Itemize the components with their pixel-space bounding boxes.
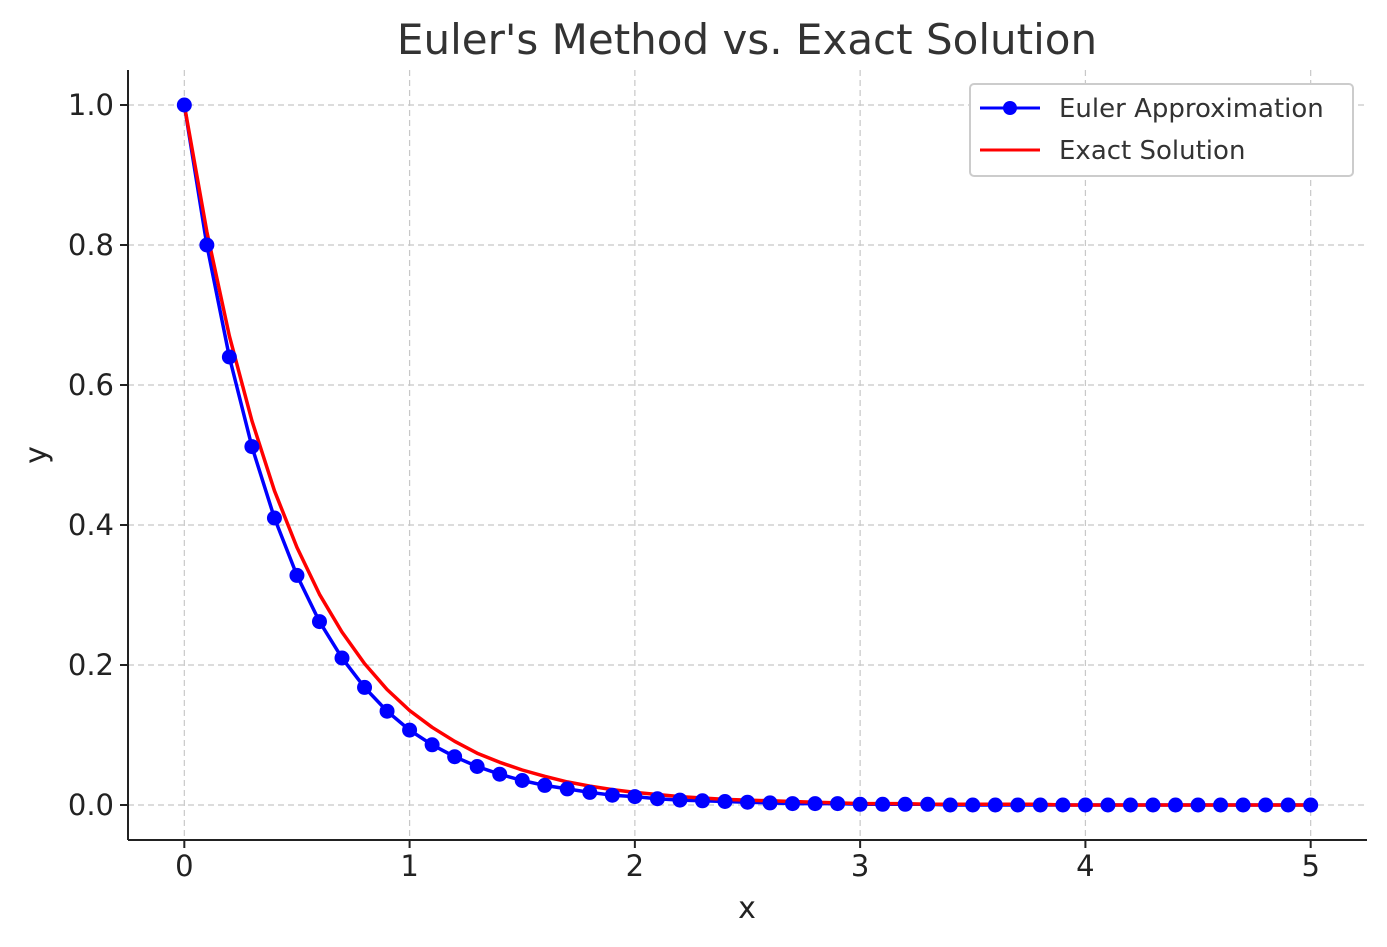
euler-point [740, 794, 755, 810]
series-line-exact [182, 104, 1311, 807]
euler-point [1168, 797, 1184, 813]
euler-point [875, 796, 891, 812]
euler-point [785, 796, 801, 812]
y-tick-label: 0.8 [68, 228, 114, 262]
axes [127, 70, 1367, 841]
euler-point [604, 787, 620, 803]
legend-frame [969, 83, 1354, 177]
x-tick-label: 1 [400, 849, 418, 883]
euler-point [1190, 797, 1206, 813]
euler-point [1010, 797, 1026, 813]
euler-point [1055, 797, 1071, 813]
euler-point [694, 793, 710, 809]
euler-point [176, 97, 192, 113]
euler-point [1235, 797, 1251, 813]
euler-point [266, 510, 282, 526]
euler-point [289, 567, 305, 583]
x-ticks: 0 1 2 3 4 5 [175, 840, 1320, 883]
euler-point [852, 796, 868, 812]
euler-point [537, 777, 553, 793]
euler-point [1145, 797, 1161, 813]
euler-point [897, 796, 913, 812]
euler-point [762, 795, 778, 811]
legend-marker-euler [1003, 101, 1017, 115]
x-tick-label: 2 [626, 849, 644, 883]
euler-point [199, 237, 215, 253]
y-tick-label: 0.0 [68, 788, 114, 822]
plot-area [176, 97, 1319, 813]
euler-point [469, 759, 485, 774]
euler-point [649, 791, 665, 807]
euler-point [402, 722, 418, 738]
euler-point [942, 797, 958, 813]
x-axis-label: x [738, 891, 756, 926]
euler-point [244, 439, 260, 455]
euler-point [1303, 797, 1319, 813]
euler-point [447, 749, 463, 765]
euler-point [514, 773, 530, 788]
euler-point [582, 784, 598, 800]
grid [128, 70, 1367, 840]
euler-point [1258, 797, 1274, 813]
euler-point [1100, 797, 1116, 813]
y-ticks: 0.0 0.2 0.4 0.6 0.8 1.0 [68, 88, 128, 822]
x-tick-label: 5 [1301, 849, 1319, 883]
x-tick-label: 0 [175, 849, 193, 883]
euler-point [672, 792, 688, 808]
series-line-euler [182, 104, 1311, 807]
y-tick-label: 0.4 [68, 508, 114, 542]
euler-point [311, 614, 327, 630]
y-axis-label: y [19, 446, 54, 464]
euler-point [965, 797, 981, 813]
euler-point [1122, 797, 1138, 813]
euler-point [221, 349, 237, 365]
euler-point [807, 796, 823, 812]
euler-point [1032, 797, 1048, 813]
euler-point [559, 781, 575, 797]
chart-title: Euler's Method vs. Exact Solution [397, 15, 1097, 64]
x-tick-label: 3 [851, 849, 869, 883]
euler-point [830, 796, 846, 812]
euler-point [379, 703, 395, 719]
legend: Euler Approximation Exact Solution [969, 83, 1354, 177]
euler-point [920, 796, 936, 812]
y-tick-label: 1.0 [68, 88, 114, 122]
euler-point [424, 737, 440, 753]
euler-point [627, 789, 643, 805]
y-tick-label: 0.6 [68, 368, 114, 402]
euler-point [334, 650, 350, 666]
euler-point [987, 797, 1003, 813]
euler-point [1077, 797, 1093, 813]
x-tick-label: 4 [1076, 849, 1094, 883]
euler-point [717, 794, 733, 809]
legend-label-exact: Exact Solution [1059, 136, 1245, 166]
legend-label-euler: Euler Approximation [1059, 94, 1324, 124]
euler-point [1280, 797, 1296, 813]
euler-point [357, 679, 373, 695]
y-tick-label: 0.2 [68, 648, 114, 682]
euler-point [1213, 797, 1229, 813]
euler-point [492, 766, 508, 782]
